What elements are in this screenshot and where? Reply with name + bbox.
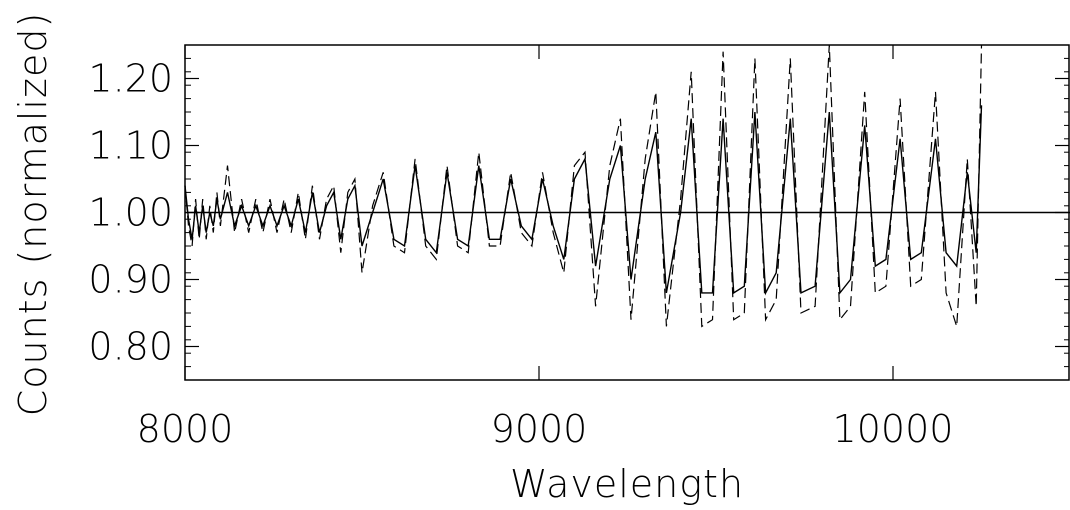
y-axis-ticks: 0.80 0.90 1.00 1.10 1.20 bbox=[88, 44, 1069, 381]
y-tick-label: 0.90 bbox=[88, 258, 173, 302]
x-axis-ticks: 8000 9000 10000 bbox=[137, 45, 954, 451]
y-tick-label: 1.20 bbox=[88, 57, 173, 101]
series-line-dashed bbox=[184, 44, 983, 328]
y-axis-title: Counts (normalized) bbox=[11, 12, 55, 417]
x-tick-label: 10000 bbox=[833, 407, 954, 451]
y-tick-label: 1.00 bbox=[88, 191, 173, 235]
y-tick-label: 1.10 bbox=[88, 124, 173, 168]
x-tick-label: 8000 bbox=[137, 407, 234, 451]
series-layer bbox=[184, 44, 983, 328]
x-axis-title: Wavelength bbox=[510, 462, 744, 506]
x-tick-label: 9000 bbox=[491, 407, 588, 451]
y-tick-label: 0.80 bbox=[88, 325, 173, 369]
